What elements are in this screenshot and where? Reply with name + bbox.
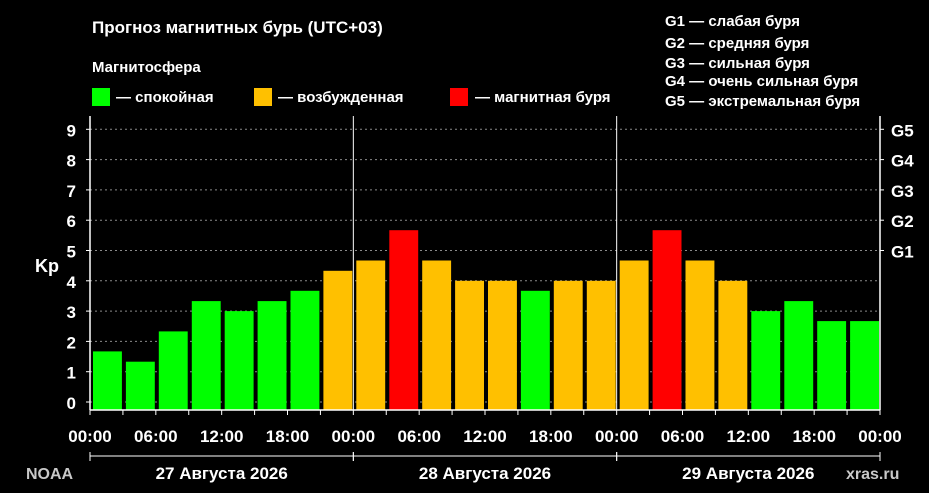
storm-level-g3: G3 — сильная буря (665, 55, 810, 72)
x-tick-label-1: 06:00 (134, 427, 177, 446)
bar-23 (850, 321, 879, 410)
legend-active-label: — возбужденная (278, 89, 404, 106)
bar-3 (191, 301, 221, 410)
bar-19 (718, 280, 748, 410)
bar-12 (488, 280, 517, 410)
source-noaa: NOAA (26, 466, 74, 483)
source-xras: xras.ru (846, 466, 899, 483)
bar-0 (93, 351, 122, 410)
g-tick-labels: G1 G2 G3 G4 G5 (880, 121, 914, 262)
x-tick-label-4: 00:00 (332, 427, 375, 446)
day-label-0: 27 Августа 2026 (156, 464, 288, 483)
bar-13 (520, 290, 550, 410)
storm-level-g5: G5 — экстремальная буря (665, 93, 860, 110)
y-tick-label-4: 4 (67, 273, 77, 292)
x-tick-label-3: 18:00 (266, 427, 309, 446)
legend-active: — возбужденная (254, 88, 404, 106)
y-axis-label: Kp (35, 256, 59, 276)
y-tick-label-9: 9 (67, 121, 76, 140)
x-tick-label-9: 06:00 (661, 427, 704, 446)
x-tick-label-0: 00:00 (68, 427, 111, 446)
bar-10 (422, 260, 452, 410)
bar-18 (685, 260, 715, 410)
grid-lines (90, 128, 880, 403)
y-tick-label-3: 3 (67, 303, 76, 322)
bar-21 (784, 301, 814, 410)
y-tick-label-5: 5 (67, 243, 76, 262)
x-tick-label-2: 12:00 (200, 427, 243, 446)
bar-11 (455, 280, 484, 410)
y-tick-label-0: 0 (67, 394, 76, 413)
g-tick-label-G2: G2 (891, 212, 914, 231)
chart-title: Прогноз магнитных бурь (UTC+03) (92, 18, 383, 37)
bar-17 (652, 230, 682, 410)
g-tick-label-G4: G4 (891, 152, 914, 171)
storm-level-g4: G4 — очень сильная буря (665, 73, 858, 90)
g-tick-label-G3: G3 (891, 182, 914, 201)
storm-level-g1: G1 — слабая буря (665, 13, 800, 30)
bars (93, 230, 879, 410)
y-tick-label-2: 2 (67, 333, 76, 352)
bar-14 (553, 280, 583, 410)
legend-title: Магнитосфера (92, 59, 201, 76)
legend-active-swatch (254, 88, 272, 106)
legend-storm-label: — магнитная буря (475, 89, 611, 106)
bar-5 (257, 301, 287, 410)
day-label-1: 28 Августа 2026 (419, 464, 551, 483)
bar-2 (158, 331, 188, 410)
x-tick-label-11: 18:00 (792, 427, 835, 446)
legend-quiet-label: — спокойная (116, 89, 214, 106)
legend-quiet: — спокойная (92, 88, 214, 106)
g-tick-label-G1: G1 (891, 243, 914, 262)
x-tick-label-5: 06:00 (397, 427, 440, 446)
storm-level-legend: G1 — слабая буря G2 — средняя буря G3 — … (665, 13, 860, 110)
x-tick-labels: 00:00 06:00 12:00 18:00 00:00 06:00 12:00 18:00… (68, 427, 901, 446)
storm-level-g2: G2 — средняя буря (665, 35, 809, 52)
day-label-2: 29 Августа 2026 (682, 464, 814, 483)
bar-1 (125, 361, 155, 410)
legend-quiet-swatch (92, 88, 110, 106)
bar-15 (586, 280, 616, 410)
x-tick-label-7: 18:00 (529, 427, 572, 446)
y-tick-label-6: 6 (67, 212, 76, 231)
y-tick-label-1: 1 (67, 364, 76, 383)
bar-16 (619, 260, 649, 410)
legend-storm: — магнитная буря (450, 88, 611, 106)
bar-7 (323, 270, 353, 410)
bar-8 (356, 260, 386, 410)
bar-6 (290, 290, 320, 410)
plot-frame (89, 116, 881, 415)
day-labels: 27 Августа 2026 28 Августа 2026 29 Августа… (89, 452, 881, 483)
x-tick-label-6: 12:00 (463, 427, 506, 446)
legend-storm-swatch (450, 88, 468, 106)
x-tick-label-12: 00:00 (858, 427, 901, 446)
g-tick-label-G5: G5 (891, 121, 914, 140)
y-tick-label-7: 7 (67, 182, 76, 201)
y-tick-label-8: 8 (67, 152, 76, 171)
x-tick-label-10: 12:00 (727, 427, 770, 446)
bar-4 (224, 311, 254, 410)
y-tick-labels: 0 1 2 3 4 5 6 7 8 9 (67, 121, 90, 413)
bar-9 (389, 230, 419, 410)
bar-22 (817, 321, 847, 410)
bar-20 (751, 311, 781, 410)
x-tick-label-8: 00:00 (595, 427, 638, 446)
